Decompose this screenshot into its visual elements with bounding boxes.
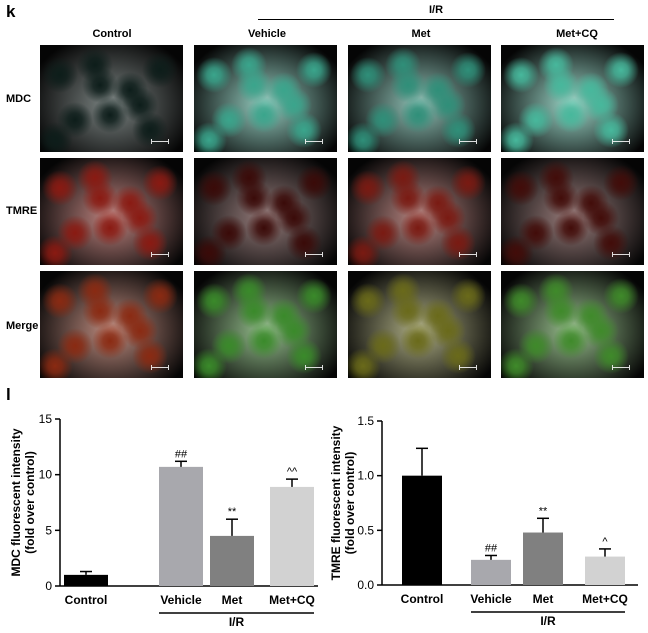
mdc-significance-mark: ## [175,448,188,460]
tmre-bar-chart: 0.0 0.5 1.0 1.5 TMRE fluorescent intensity (f… [329,414,638,628]
column-label-met: Met [411,28,431,40]
tmre-bar-control [402,475,442,585]
micrograph-merge-met [348,271,491,378]
mdc-bar-control [64,574,108,586]
micrograph-merge-control [40,271,183,378]
scale-bar [305,365,323,370]
tmre-ytick-label: 1.5 [357,414,374,428]
micrograph-tmre-control [40,158,183,265]
mdc-significance-mark: ^^ [287,466,298,478]
tmre-ylabel: TMRE fluorescent intensity [329,425,343,580]
mdc-bar-met [210,535,254,586]
mdc-ytick-label: 5 [45,523,52,537]
tmre-ytick-label: 0.5 [357,523,374,537]
column-label-vehicle: Vehicle [248,28,286,40]
mdc-group-label: I/R [229,615,245,629]
group-label-top: I/R [428,4,444,16]
group-line-top [258,19,614,20]
row-label-tmre: TMRE [6,205,38,217]
mdc-ylabel: MDC fluorescent intensity [9,428,23,576]
micrograph-merge-met-cq [501,271,644,378]
tmre-ylabel: (fold over control) [343,452,357,555]
row-label-mdc: MDC [6,93,32,105]
column-label-metcq: Met+CQ [556,28,598,40]
mdc-ylabel: (fold over control) [23,451,37,554]
micrograph-tmre-met [348,158,491,265]
mdc-bar-chart: 0 5 10 15 MDC fluorescent intensity (fold ove… [9,412,318,629]
mdc-bar-vehicle [159,466,203,586]
micrograph-mdc-met [348,45,491,152]
micrograph-mdc-vehicle [194,45,337,152]
panel-letter-k: k [6,2,16,21]
mdc-ytick-label: 0 [45,579,52,593]
column-label-control: Control [92,28,132,40]
tmre-xtick-label: Control [401,592,444,606]
micrograph-merge-vehicle [194,271,337,378]
mdc-bar-met-cq [270,486,314,586]
micrograph-tmre-vehicle [194,158,337,265]
scale-bar [612,252,630,257]
mdc-xtick-label: Met+CQ [269,593,315,607]
mdc-ytick-label: 10 [39,468,53,482]
mdc-xtick-label: Vehicle [160,593,202,607]
mdc-ytick-label: 15 [39,412,53,426]
tmre-significance-mark: ** [539,505,548,517]
tmre-xtick-label: Met [533,592,554,606]
scale-bar [151,139,169,144]
tmre-bar-met-cq [585,556,625,585]
tmre-ytick-label: 0.0 [357,578,374,592]
micrograph-mdc-control [40,45,183,152]
tmre-xtick-label: Vehicle [470,592,512,606]
tmre-significance-mark: ^ [602,536,608,548]
tmre-bar-vehicle [471,559,511,585]
panel-letter-l: l [6,385,11,404]
scale-bar [612,365,630,370]
scale-bar [151,365,169,370]
mdc-xtick-label: Met [222,593,243,607]
micrograph-tmre-met-cq [501,158,644,265]
tmre-ytick-label: 1.0 [357,469,374,483]
scale-bar [459,252,477,257]
tmre-bar-met [523,532,563,585]
scale-bar [305,139,323,144]
row-label-merge: Merge [6,320,39,332]
scale-bar [459,139,477,144]
tmre-group-label: I/R [540,614,556,628]
micrograph-mdc-met-cq [501,45,644,152]
scale-bar [459,365,477,370]
mdc-significance-mark: ** [228,506,237,518]
scale-bar [151,252,169,257]
scale-bar [305,252,323,257]
mdc-xtick-label: Control [65,593,108,607]
tmre-significance-mark: ## [485,542,498,554]
scale-bar [612,139,630,144]
tmre-xtick-label: Met+CQ [582,592,628,606]
